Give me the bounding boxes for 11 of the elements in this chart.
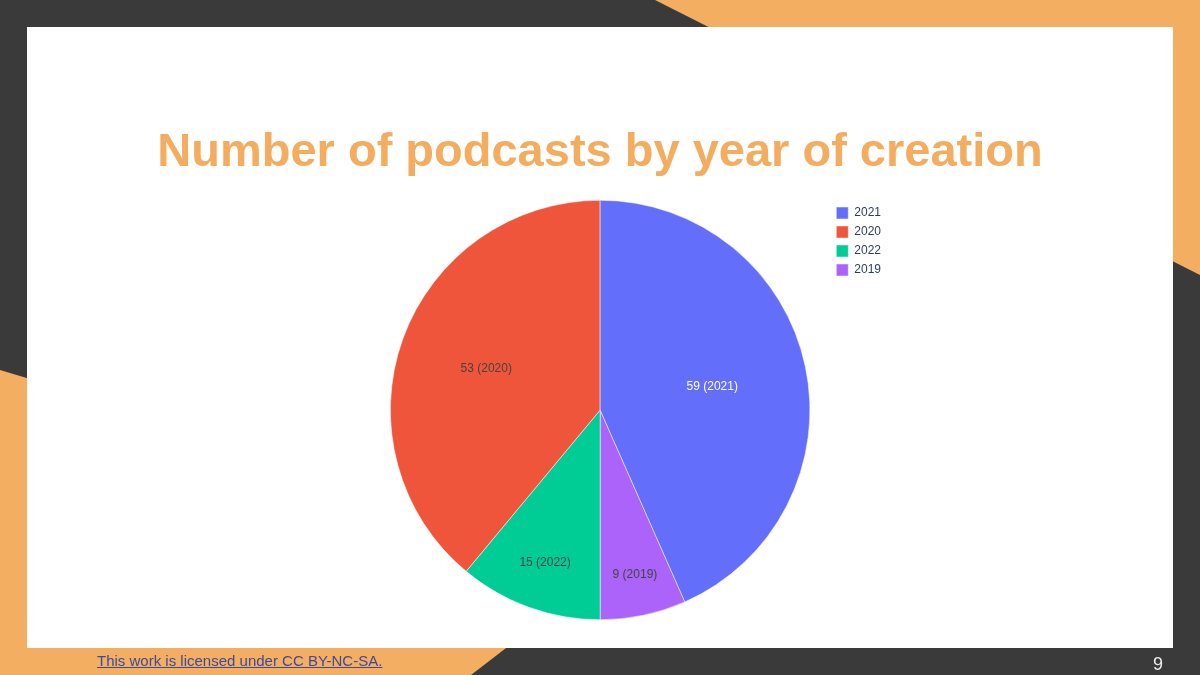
data-label: 9 (2019) [612,567,658,582]
chart-title: Number of podcasts by year of creation [156,122,1044,178]
legend-label: 2019 [854,262,882,277]
data-label: 53 (2020) [460,361,512,376]
legend-label: 2022 [854,243,882,258]
legend-label: 2020 [854,224,882,239]
text: This work is licensed under CC BY-NC-SA. [97,652,383,670]
legend-label: 2021 [854,205,882,220]
text: 9 [1153,654,1164,674]
data-label: 15 (2022) [519,554,571,569]
data-label: 59 (2021) [686,378,738,393]
